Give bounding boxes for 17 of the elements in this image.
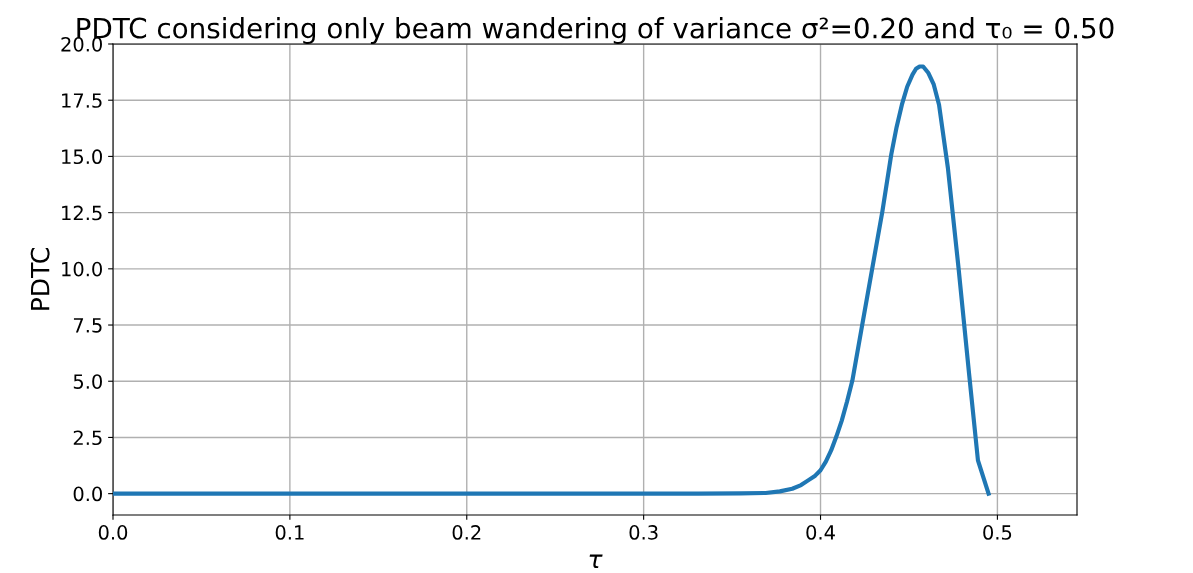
y-axis-title: PDTC (30, 248, 50, 310)
y-tick-label: 0.0 (73, 486, 102, 502)
y-tick-label: 7.5 (73, 318, 102, 333)
x-tick-label: 0.4 (806, 525, 835, 540)
x-tick-label: 0.5 (983, 525, 1012, 540)
line-series (113, 64, 991, 496)
y-tick-label: 15.0 (62, 149, 102, 165)
x-tick-label: 0.3 (629, 525, 658, 540)
y-tick-label: 5.0 (73, 374, 102, 389)
x-tick-label: 0.1 (275, 525, 304, 540)
y-tick-label: 17.5 (62, 93, 102, 108)
y-tick-label: 2.5 (73, 430, 102, 446)
y-tick-label: 10.0 (62, 261, 102, 277)
x-axis-title: τ (589, 554, 603, 569)
x-tick-label: 0.0 (98, 525, 128, 540)
y-tick-label: 12.5 (62, 205, 102, 221)
x-tick-label: 0.2 (452, 525, 481, 540)
